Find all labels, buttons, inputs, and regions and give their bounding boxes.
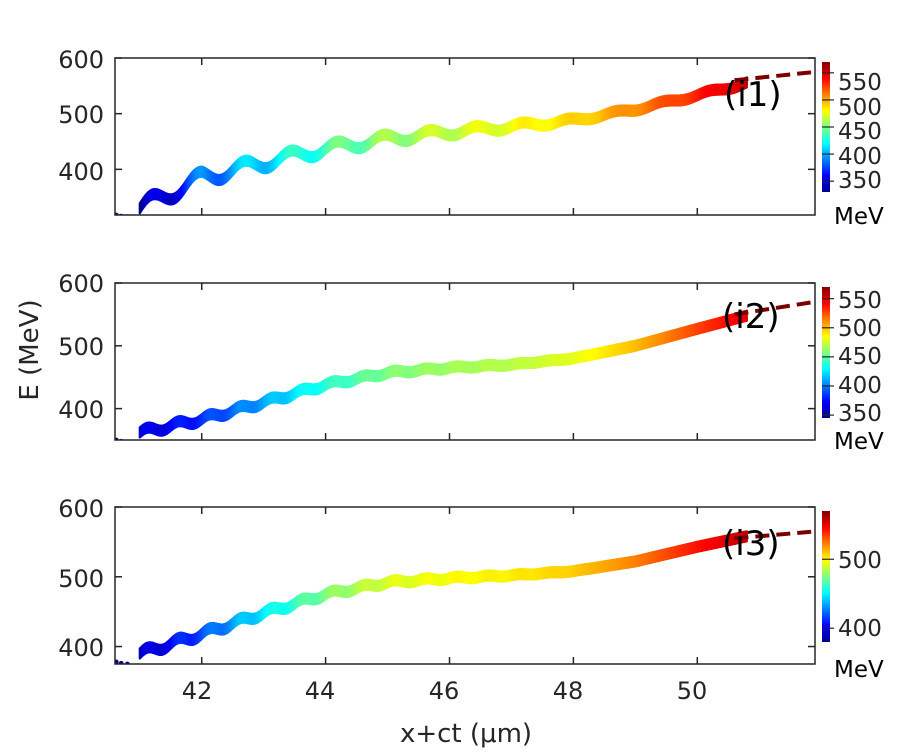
panel-1-colorbar-tick-label: 500	[838, 95, 882, 121]
panel-3-colorbar-tick-label: 500	[838, 548, 882, 574]
panel-1-colorbar-tick-label: 550	[838, 70, 882, 96]
panel-2-y-tick-label: 600	[58, 270, 104, 298]
dashed-extension-line	[734, 529, 815, 541]
x-tick-label: 44	[305, 677, 336, 705]
panel-1-colorbar-unit: MeV	[834, 204, 884, 230]
panel-2-frame	[114, 282, 816, 441]
panel-3-colorbar-tick-label: 400	[838, 616, 882, 642]
panel-3-label: (i3)	[722, 524, 780, 564]
panel-3-data	[115, 529, 815, 664]
panel-2-colorbar-tick-label: 450	[838, 344, 882, 370]
x-tick-label: 50	[677, 677, 708, 705]
panel-2-ticks	[115, 282, 815, 440]
panel-2: 600 500 400 (i2) 550 500 450 400 350 MeV	[58, 270, 884, 455]
x-axis-title: x+ct (μm)	[400, 719, 532, 749]
panel-1: 600 500 400 (i1) 550 500 450 400 350 MeV	[58, 46, 884, 230]
panel-1-label: (i1)	[724, 75, 782, 115]
panel-2-colorbar-tick-label: 550	[838, 288, 882, 314]
panel-2-colorbar-tick-label: 400	[838, 373, 882, 399]
panel-2-colorbar	[822, 287, 830, 418]
data-point	[118, 660, 124, 664]
panel-2-y-tick-label: 400	[58, 396, 104, 424]
panel-3-colorbar	[822, 511, 830, 642]
data-point	[115, 659, 119, 664]
panel-2-colorbar-tick-label: 350	[838, 401, 882, 427]
panel-1-ticks	[115, 57, 815, 215]
panel-2-y-tick-label: 500	[58, 333, 104, 361]
panel-1-frame	[114, 57, 816, 216]
panel-2-colorbar-ticks	[822, 298, 834, 416]
panel-1-y-tick-label: 600	[58, 46, 104, 74]
panel-1-colorbar-tick-label: 350	[838, 168, 882, 194]
panel-3-ticks	[115, 506, 815, 664]
dashed-extension-line	[734, 299, 815, 317]
panel-2-data	[115, 299, 815, 440]
panel-3-y-tick-label: 600	[58, 495, 104, 523]
panel-3-frame	[114, 506, 816, 665]
x-tick-label: 48	[553, 677, 584, 705]
panel-3: 600 500 400 (i3) 500 400 MeV	[58, 495, 884, 683]
panel-2-label: (i2)	[722, 297, 780, 337]
panel-1-colorbar-ticks	[822, 72, 834, 182]
panel-3-y-tick-label: 400	[58, 634, 104, 662]
panel-2-colorbar-unit: MeV	[834, 429, 884, 455]
panel-3-colorbar-unit: MeV	[834, 657, 884, 683]
panel-2-colorbar-tick-label: 500	[838, 316, 882, 342]
panel-3-y-tick-label: 500	[58, 565, 104, 593]
panel-1-colorbar-tick-label: 450	[838, 119, 882, 145]
x-tick-label: 42	[182, 677, 213, 705]
panel-3-colorbar-ticks	[822, 558, 834, 629]
panel-1-data	[115, 69, 815, 215]
x-tick-label: 46	[429, 677, 460, 705]
panel-1-y-tick-label: 500	[58, 101, 104, 129]
panel-1-y-tick-label: 400	[58, 158, 104, 186]
dashed-extension-line	[734, 69, 815, 83]
y-axis-title: E (MeV)	[15, 299, 45, 400]
panel-1-colorbar-tick-label: 400	[838, 144, 882, 170]
